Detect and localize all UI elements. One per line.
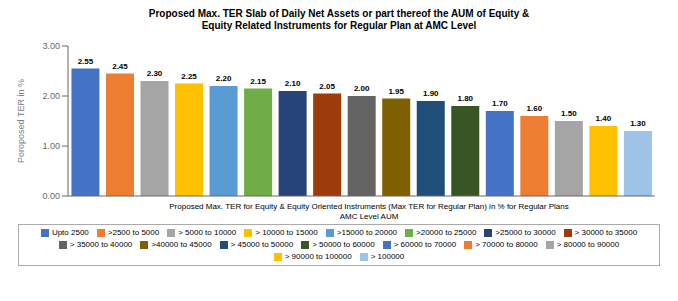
svg-text:2.55: 2.55 — [78, 57, 94, 66]
html-text:Upto 2500: Upto 2500 — [51, 228, 89, 237]
html-text:> 35000 to 40000: > 35000 to 40000 — [69, 240, 133, 249]
svg-text:3.00: 3.00 — [42, 41, 60, 51]
svg-text:2.30: 2.30 — [147, 69, 163, 78]
html-text:>20000 to 25000: >20000 to 25000 — [416, 228, 477, 237]
html-text:> 80000 to 90000: > 80000 to 90000 — [556, 240, 620, 249]
html-text:> 60000 to 70000: > 60000 to 70000 — [393, 240, 457, 249]
html-text:>2500 to 5000: >2500 to 5000 — [107, 228, 160, 237]
svg-text:1.50: 1.50 — [561, 109, 577, 118]
svg-text:0.00: 0.00 — [42, 191, 60, 201]
svg-text:2.10: 2.10 — [285, 79, 301, 88]
html-text:> 70000 to 80000: > 70000 to 80000 — [475, 240, 538, 249]
svg-text:2.00: 2.00 — [42, 91, 60, 101]
html-text:>40000 to 45000: >40000 to 45000 — [151, 240, 212, 249]
svg-text:1.30: 1.30 — [630, 119, 646, 128]
html-text:> 50000 to 60000: > 50000 to 60000 — [312, 240, 375, 249]
svg-text:1.90: 1.90 — [423, 89, 439, 98]
svg-text:1.70: 1.70 — [492, 99, 508, 108]
svg-text:1.00: 1.00 — [42, 141, 60, 151]
html-text:>25000 to 30000: >25000 to 30000 — [495, 228, 556, 237]
html-text:> 45000 to 50000: > 45000 to 50000 — [230, 240, 294, 249]
svg-text:2.25: 2.25 — [181, 72, 197, 81]
html-text:> 5000 to 10000: > 5000 to 10000 — [178, 228, 237, 237]
html-text:> 90000 to 100000: > 90000 to 100000 — [284, 252, 352, 261]
svg-text:2.45: 2.45 — [112, 62, 128, 71]
svg-text:2.05: 2.05 — [319, 82, 335, 91]
html-text:> 100000: > 100000 — [370, 252, 405, 261]
svg-text:1.80: 1.80 — [457, 94, 473, 103]
html-text:Proposed Max. TER for Equity &: Proposed Max. TER for Equity & Equity Or… — [169, 202, 569, 221]
html-text:> 30000 to 35000: > 30000 to 35000 — [574, 228, 638, 237]
svg-text:2.20: 2.20 — [216, 74, 232, 83]
html-text:>15000 to 20000: >15000 to 20000 — [336, 228, 397, 237]
svg-text:1.60: 1.60 — [527, 104, 543, 113]
svg-text:1.95: 1.95 — [388, 87, 404, 96]
html-text:Proposed Max. TER Slab of Dail: Proposed Max. TER Slab of Daily Net Asse… — [148, 8, 530, 31]
svg-text:2.00: 2.00 — [354, 84, 370, 93]
svg-text:Poroposed TER in %: Poroposed TER in % — [16, 79, 26, 163]
svg-text:2.15: 2.15 — [250, 77, 266, 86]
html-text:> 10000 to 15000: > 10000 to 15000 — [255, 228, 318, 237]
svg-text:1.40: 1.40 — [596, 114, 612, 123]
